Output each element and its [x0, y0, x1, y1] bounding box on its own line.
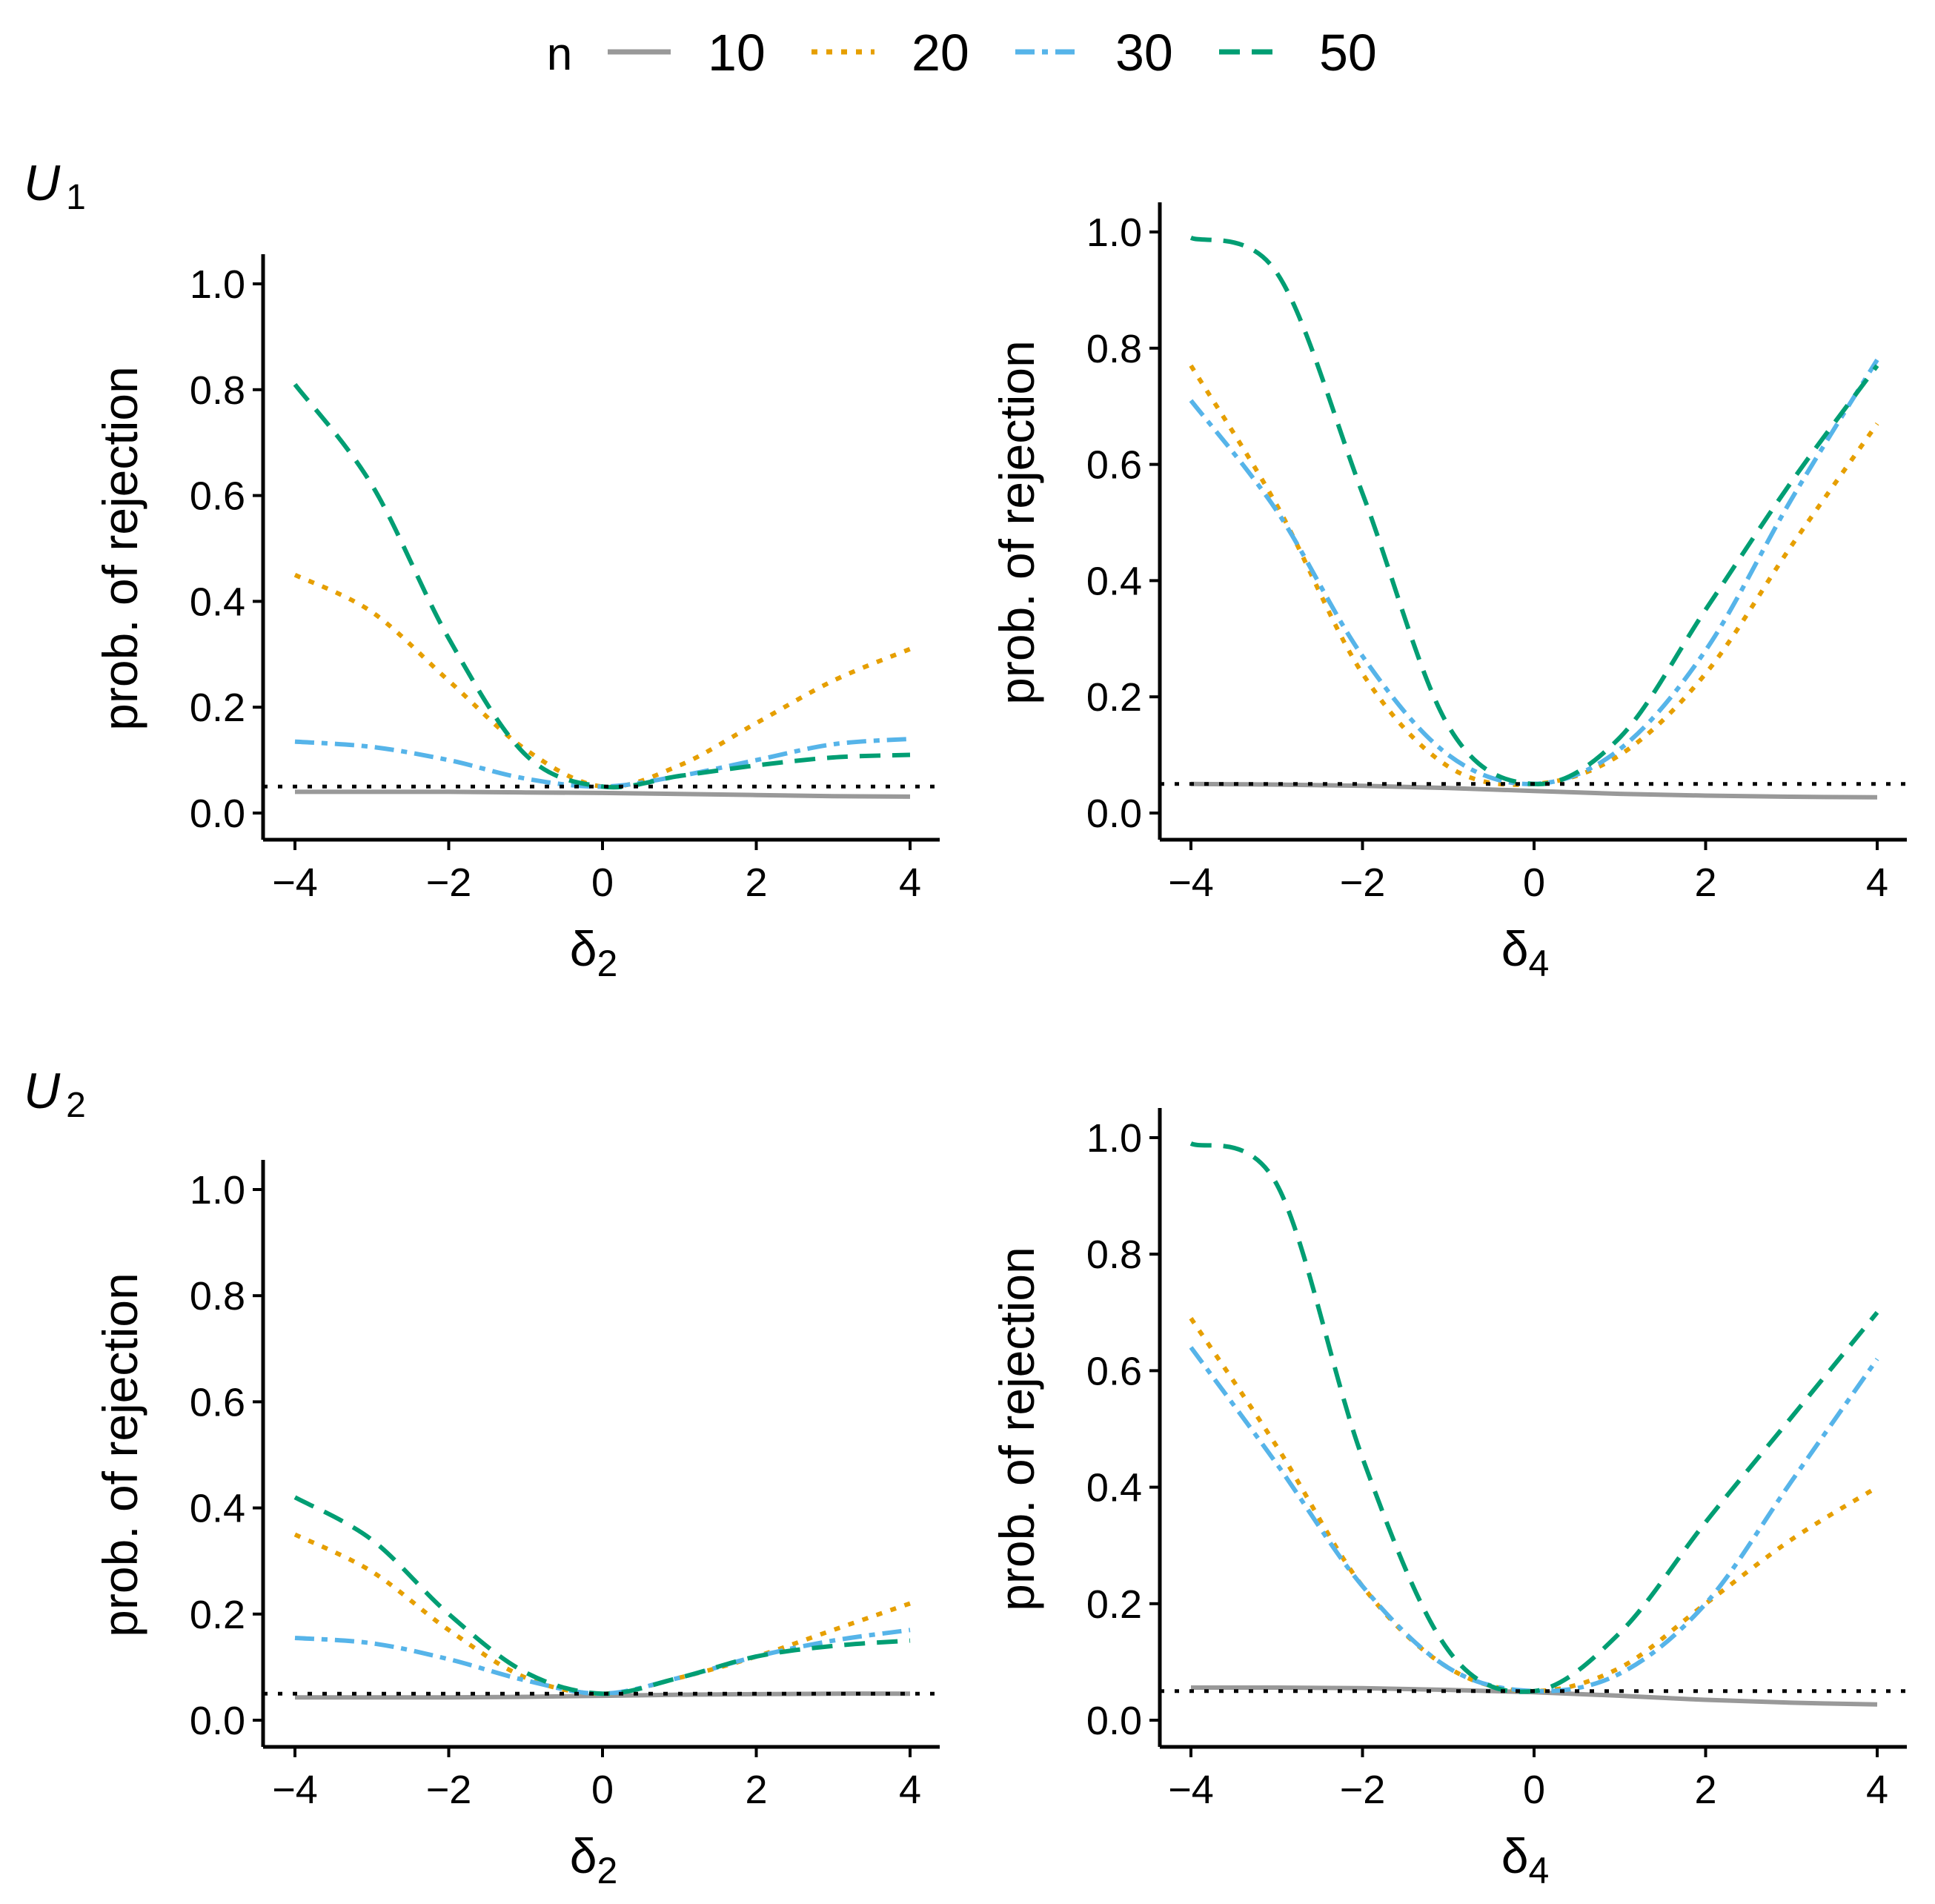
series-line-n20	[293, 572, 912, 789]
y-tick-label: 1.0	[1086, 210, 1142, 255]
panel-r1-c2: 0.0 0.2 0.4 0.6 0.8 1.0 −4 −2 0 2 4 δ4 prob. of reje…	[989, 202, 1907, 984]
x-tick-label: 4	[1866, 1768, 1888, 1812]
series-line-n30	[1189, 1346, 1879, 1694]
y-tick-label: 0.8	[190, 368, 245, 413]
y-axis-title: prob. of rejection	[93, 366, 147, 731]
y-tick-label: 0.2	[190, 686, 245, 730]
y-axis-title: prob. of rejection	[989, 1247, 1044, 1611]
panel-r2-c2: 0.0 0.2 0.4 0.6 0.8 1.0 −4 −2 0 2 4 δ4 prob. of reje…	[989, 1108, 1907, 1891]
panels: 0.0 0.2 0.4 0.6 0.8 1.0 −4 −2 0 2 4 δ2 prob. of reje…	[93, 202, 1907, 1891]
series-line-n30	[294, 737, 911, 789]
y-axis-title: prob. of rejection	[93, 1273, 147, 1637]
y-tick-label: 0.6	[190, 474, 245, 519]
y-tick-label: 1.0	[1086, 1116, 1142, 1161]
x-tick-label: 2	[1694, 860, 1716, 905]
y-tick-label: 0.4	[190, 580, 245, 624]
legend-label-20: 20	[912, 24, 969, 82]
legend-label-50: 50	[1319, 24, 1377, 82]
x-tick-label: 0	[591, 1768, 614, 1812]
x-tick-label: 2	[1694, 1768, 1716, 1812]
series-line-n10	[295, 789, 911, 799]
series-line-n30	[294, 1628, 911, 1696]
panel-r2-c1: 0.0 0.2 0.4 0.6 0.8 1.0 −4 −2 0 2 4 δ2 prob. of reje…	[93, 1160, 940, 1891]
y-tick-label: 0.6	[190, 1380, 245, 1424]
x-tick-label: 0	[591, 860, 614, 905]
y-tick-label: 0.0	[1086, 792, 1142, 836]
y-tick-label: 0.0	[190, 1699, 245, 1743]
y-tick-label: 0.0	[190, 792, 245, 836]
x-tick-label: −2	[426, 860, 472, 905]
y-tick-label: 0.2	[1086, 675, 1142, 720]
legend-label-10: 10	[708, 24, 766, 82]
y-tick-label: 1.0	[190, 1168, 245, 1213]
y-tick-label: 0.0	[1086, 1699, 1142, 1743]
y-tick-label: 1.0	[190, 262, 245, 307]
series-line-n50	[293, 382, 911, 790]
x-axis-title: δ4	[1501, 1828, 1550, 1891]
series-line-n20	[1189, 1317, 1879, 1694]
y-tick-label: 0.4	[1086, 559, 1142, 603]
legend-title: n	[547, 29, 572, 80]
y-tick-label: 0.6	[1086, 1349, 1142, 1393]
x-tick-label: −4	[1168, 860, 1214, 905]
y-tick-label: 0.8	[1086, 1233, 1142, 1277]
y-tick-label: 0.2	[1086, 1582, 1142, 1627]
x-tick-label: −2	[426, 1768, 472, 1812]
x-tick-label: −2	[1340, 1768, 1386, 1812]
y-tick-label: 0.6	[1086, 443, 1142, 488]
x-tick-label: 0	[1523, 1768, 1545, 1812]
x-tick-label: −4	[272, 1768, 318, 1812]
x-tick-label: 4	[899, 1768, 921, 1812]
series-line-n50	[1189, 235, 1879, 786]
series-line-n30	[1189, 358, 1879, 786]
x-tick-label: −4	[1168, 1768, 1214, 1812]
y-tick-label: 0.4	[1086, 1466, 1142, 1510]
x-tick-label: −4	[272, 860, 318, 905]
panel-r1-c1: 0.0 0.2 0.4 0.6 0.8 1.0 −4 −2 0 2 4 δ2 prob. of reje…	[93, 254, 940, 984]
x-tick-label: −2	[1340, 860, 1386, 905]
series-line-n20	[293, 1532, 911, 1696]
row-labels: U 1 U 2	[24, 155, 86, 1125]
legend: n 10 20 30 50	[547, 24, 1377, 82]
x-axis-title: δ2	[570, 921, 618, 984]
series-line-n20	[1189, 364, 1879, 787]
x-tick-label: 0	[1523, 860, 1545, 905]
y-tick-label: 0.8	[190, 1274, 245, 1318]
series-line-n50	[1189, 1141, 1879, 1694]
y-tick-label: 0.4	[190, 1487, 245, 1531]
y-tick-label: 0.2	[190, 1593, 245, 1637]
series-line-n10	[1190, 781, 1878, 800]
legend-label-30: 30	[1115, 24, 1173, 82]
x-tick-label: 2	[745, 1768, 767, 1812]
x-tick-label: 2	[745, 860, 767, 905]
series-line-n50	[293, 1495, 911, 1696]
x-tick-label: 4	[1866, 860, 1888, 905]
y-axis-title: prob. of rejection	[989, 340, 1044, 705]
x-axis-title: δ2	[570, 1828, 618, 1891]
x-tick-label: 4	[899, 860, 921, 905]
x-axis-title: δ4	[1501, 921, 1550, 984]
y-tick-label: 0.8	[1086, 327, 1142, 371]
